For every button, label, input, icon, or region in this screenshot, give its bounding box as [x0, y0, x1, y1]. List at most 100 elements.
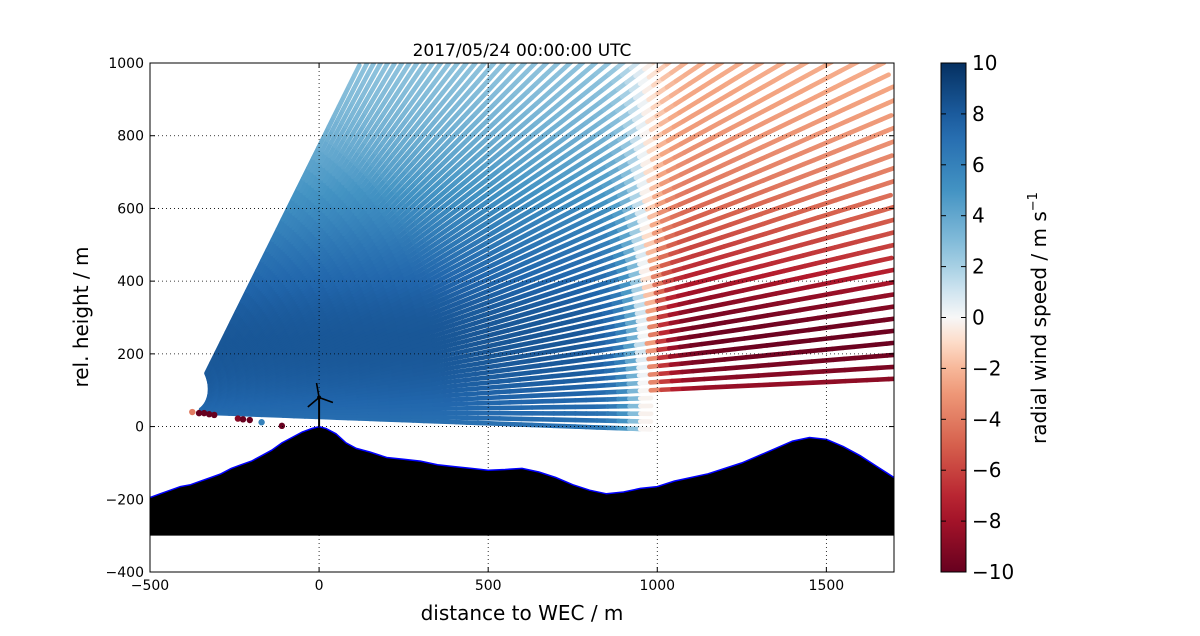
scan-beam-17-segment — [885, 230, 894, 237]
scan-beam-31-segment — [858, 63, 861, 64]
terrain-outline — [150, 425, 894, 499]
scan-beam-9-segment — [882, 328, 894, 335]
scan-beam-27-segment — [884, 97, 894, 106]
colorbar-tick-label-2: −6 — [972, 458, 1001, 482]
scan-beam-5-segment — [886, 376, 894, 382]
scan-beam-20-segment — [877, 192, 893, 201]
scan-beam-6-segment — [885, 364, 894, 370]
x-tick-label-3: 1000 — [639, 578, 675, 594]
y-tick-label-2: 0 — [135, 420, 144, 436]
colorbar-tick-label-9: 8 — [972, 102, 985, 126]
colorbar-tick-label-5: 0 — [972, 306, 985, 330]
scan-beam-58-segment — [449, 63, 461, 73]
scan-beam-52-segment — [507, 63, 518, 71]
scan-beam-60-segment — [433, 63, 444, 73]
scan-beam-18-segment — [882, 217, 894, 225]
scan-beam-42-segment — [628, 63, 642, 71]
scan-beam-61-segment — [428, 63, 436, 68]
scan-beam-54-segment — [490, 63, 498, 68]
scan-point-7 — [246, 416, 253, 424]
scan-beam-57-segment — [461, 63, 470, 69]
colorbar-tick-label-6: 2 — [972, 255, 985, 279]
scan-beam-15-segment — [878, 255, 894, 263]
y-axis: −400 −200 0 200 400 600 800 1000 — [106, 56, 894, 581]
x-tick-label-0: −500 — [131, 578, 169, 594]
scan-beam-62-segment — [417, 63, 428, 73]
colorbar-tick-label-1: −8 — [972, 509, 1001, 533]
scan-beam-30-segment — [871, 63, 887, 70]
colorbar-title: radial wind speed / m s−1 — [1026, 192, 1051, 444]
scan-beam-56-segment — [466, 63, 478, 74]
grid-lines — [150, 63, 894, 572]
scan-beam-16-segment — [887, 242, 894, 249]
y-tick-label-5: 600 — [117, 201, 144, 217]
turbine-blade-0 — [318, 396, 334, 404]
scan-beam-35-segment — [752, 63, 766, 70]
scan-point-0 — [189, 408, 196, 416]
scan-beam-34-segment — [776, 63, 788, 68]
x-axis-title: distance to WEC / m — [421, 601, 624, 625]
scan-beam-28-segment — [880, 84, 894, 94]
scan-beam-21-segment — [885, 178, 894, 186]
scan-beam-47-segment — [562, 63, 574, 70]
near-ground-points — [189, 408, 286, 430]
scan-beam-10-segment — [881, 316, 894, 323]
scan-point-5 — [234, 415, 242, 422]
scan-beam-11-segment — [880, 304, 894, 311]
colorbar-tick-label-3: −4 — [972, 407, 1001, 431]
colorbar-tick-label-7: 4 — [972, 204, 985, 228]
scan-beam-48-segment — [549, 63, 562, 71]
scan-beam-53-segment — [494, 63, 507, 73]
scan-beam-51-segment — [519, 63, 528, 68]
scan-beam-49-segment — [536, 63, 550, 73]
y-tick-label-4: 400 — [117, 274, 144, 290]
scan-point-6 — [239, 416, 247, 423]
colorbar-tick-label-0: −10 — [972, 560, 1014, 584]
scan-beam-33-segment — [799, 63, 811, 68]
scan-beams — [198, 63, 894, 432]
y-tick-label-7: 1000 — [108, 56, 144, 72]
scan-beam-22-segment — [882, 165, 894, 174]
colorbar-tick-label-10: 10 — [972, 51, 997, 75]
y-tick-label-1: −200 — [106, 492, 144, 508]
y-tick-label-3: 200 — [117, 347, 144, 363]
scan-point-9 — [278, 422, 286, 430]
scan-beam-43-segment — [615, 63, 627, 70]
colorbar-tick-label-8: 6 — [972, 153, 985, 177]
scan-beam-25-segment — [882, 125, 894, 134]
chart-title: 2017/05/24 00:00:00 UTC — [413, 41, 632, 61]
turbine-hub — [317, 395, 322, 400]
scan-beam-26-segment — [878, 113, 894, 122]
colorbar-title-text: radial wind speed / m s — [1027, 211, 1051, 444]
turbine-blade-2 — [307, 396, 320, 408]
y-tick-label-6: 800 — [117, 129, 144, 145]
colorbar: −10 −8 −6 −4 −2 0 2 4 6 8 10 radial wind speed / m… — [940, 51, 1051, 584]
scan-beam-23-segment — [879, 153, 894, 162]
scan-beam-63-segment — [412, 63, 420, 69]
scan-point-4 — [211, 411, 218, 419]
x-axis: −500 0 500 1000 1500 — [131, 63, 844, 594]
colorbar-ticks: −10 −8 −6 −4 −2 0 2 4 6 8 10 — [941, 51, 1014, 584]
scan-beam-19-segment — [880, 204, 894, 213]
x-tick-label-1: 0 — [315, 578, 324, 594]
scan-beam-38-segment — [701, 63, 707, 65]
scan-beam-12-segment — [883, 292, 894, 299]
scan-point-1 — [195, 409, 203, 417]
scan-beam-55-segment — [478, 63, 488, 71]
scan-beam-65-segment — [397, 63, 405, 70]
scan-beam-7-segment — [884, 352, 894, 358]
scan-beam-71-segment — [351, 63, 362, 78]
y-axis-title: rel. height / m — [69, 246, 93, 387]
scan-beam-36-segment — [738, 63, 745, 66]
turbine-blade-1 — [315, 382, 320, 398]
wind-turbine-icon — [307, 382, 334, 427]
scan-point-3 — [205, 411, 213, 418]
scan-beam-8-segment — [884, 340, 894, 346]
terrain — [150, 425, 894, 536]
scan-beam-67-segment — [381, 63, 391, 72]
scan-beam-29-segment — [876, 72, 891, 82]
scan-point-2 — [200, 409, 208, 417]
scan-beam-13-segment — [881, 279, 894, 287]
scan-beam-41-segment — [651, 63, 657, 65]
